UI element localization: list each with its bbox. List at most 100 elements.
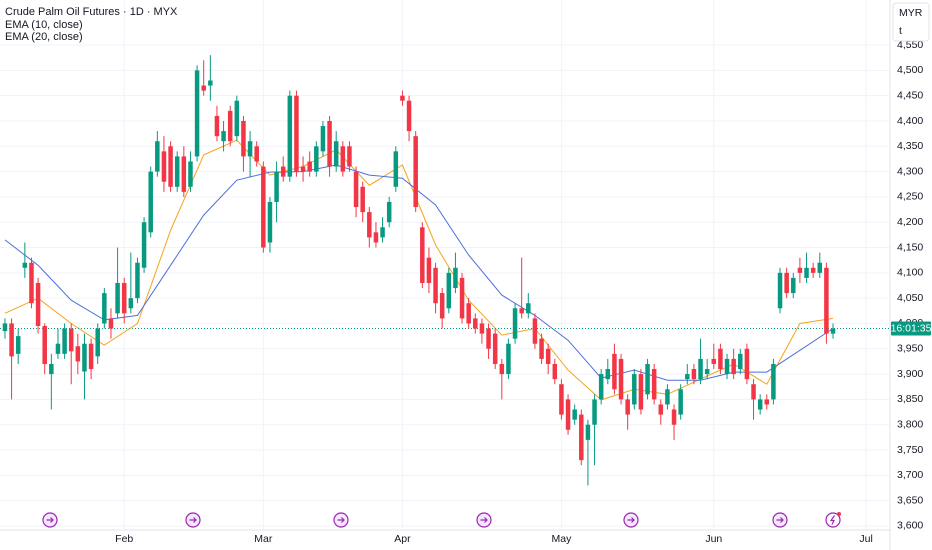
y-tick-label: 4,400 <box>897 115 923 127</box>
candle-body <box>804 267 809 278</box>
currency-box[interactable]: MYR t <box>892 2 930 42</box>
candle-body <box>82 343 87 372</box>
candle-body <box>506 343 511 375</box>
event-icon[interactable] <box>772 512 788 528</box>
candle-body <box>148 171 153 233</box>
candle-body <box>168 146 173 187</box>
x-tick-label: Apr <box>394 533 411 545</box>
candle-body <box>95 328 100 357</box>
y-tick-label: 3,650 <box>897 494 923 506</box>
candle-body <box>658 404 664 415</box>
ema-line <box>4 164 834 381</box>
candle-body <box>797 267 803 273</box>
candle-body <box>439 293 445 319</box>
candle-body <box>685 374 690 380</box>
candle-body <box>174 156 180 187</box>
candles <box>2 55 836 486</box>
candle-body <box>234 100 240 137</box>
event-icon[interactable] <box>333 512 349 528</box>
y-tick-label: 4,050 <box>897 292 923 304</box>
event-icon[interactable] <box>185 512 201 528</box>
candle-body <box>367 212 372 238</box>
y-tick-label: 4,450 <box>897 89 923 101</box>
candle-body <box>68 328 74 352</box>
candle-body <box>9 323 14 357</box>
y-tick-label: 3,850 <box>897 393 923 405</box>
candle-body <box>88 343 94 370</box>
countdown-label: 16:01:35 <box>891 322 932 334</box>
y-tick-label: 3,900 <box>897 368 923 380</box>
candle-body <box>406 100 412 132</box>
event-icon[interactable] <box>476 512 492 528</box>
candle-body <box>784 272 789 294</box>
candle-body <box>208 80 213 86</box>
event-icon[interactable] <box>825 512 841 528</box>
candle-body <box>718 348 723 370</box>
x-tick-label: May <box>552 533 573 545</box>
candle-body <box>261 166 266 248</box>
candle-body <box>227 110 233 142</box>
candle-body <box>121 282 127 314</box>
candle-body <box>466 303 471 324</box>
candle-body <box>486 328 491 349</box>
candle-body <box>711 358 717 364</box>
y-tick-label: 3,800 <box>897 418 923 430</box>
candle-body <box>459 277 465 319</box>
candle-body <box>393 151 399 187</box>
price-tag: 16:01:35 <box>891 321 932 336</box>
candle-body <box>532 318 538 344</box>
candle-body <box>565 399 571 430</box>
candle-body <box>598 374 604 400</box>
candle-body <box>128 298 134 309</box>
candle-body <box>512 308 518 339</box>
candle-body <box>453 267 458 289</box>
candle-body <box>579 414 584 461</box>
candle-body <box>35 282 41 326</box>
candle-body <box>221 131 226 142</box>
unit-label: t <box>899 25 902 37</box>
candle-body <box>400 95 405 101</box>
candle-body <box>632 374 637 405</box>
candle-body <box>194 70 200 157</box>
event-icon[interactable] <box>623 512 639 528</box>
candle-body <box>724 358 730 375</box>
legend: Crude Palm Oil Futures · 1D · MYX EMA (1… <box>5 6 178 43</box>
candle-body <box>247 141 253 157</box>
candle-body <box>102 293 107 324</box>
candle-body <box>605 369 611 380</box>
candle-body <box>108 318 114 329</box>
candle-body <box>612 353 617 390</box>
candle-body <box>433 267 438 304</box>
candle-body <box>267 201 273 243</box>
candle-body <box>830 328 836 334</box>
candle-body <box>287 95 293 177</box>
candle-body <box>791 277 796 294</box>
candle-body <box>327 120 332 167</box>
event-icon[interactable] <box>42 512 58 528</box>
candle-body <box>15 336 21 354</box>
candle-body <box>817 262 823 273</box>
candle-body <box>698 358 703 380</box>
candle-body <box>55 343 61 354</box>
candle-body <box>731 358 736 375</box>
candle-body <box>22 262 28 268</box>
candle-body <box>744 348 750 380</box>
y-tick-label: 4,300 <box>897 165 923 177</box>
candle-body <box>638 374 644 410</box>
candle-body <box>188 161 193 187</box>
chart-title: Crude Palm Oil Futures · 1D · MYX <box>5 6 178 18</box>
grid <box>0 0 890 530</box>
legend-entry: EMA (20, close) <box>5 31 83 43</box>
candle-body <box>294 95 299 172</box>
legend-entry: EMA (10, close) <box>5 19 83 31</box>
candle-body <box>135 262 140 299</box>
y-tick-label: 3,700 <box>897 469 923 481</box>
candle-body <box>373 232 379 243</box>
candle-body <box>75 346 81 362</box>
candle-body <box>214 115 220 137</box>
x-tick-label: Jul <box>859 533 872 545</box>
candle-body <box>161 151 167 182</box>
candle-body <box>585 424 591 440</box>
candle-body <box>280 166 286 177</box>
